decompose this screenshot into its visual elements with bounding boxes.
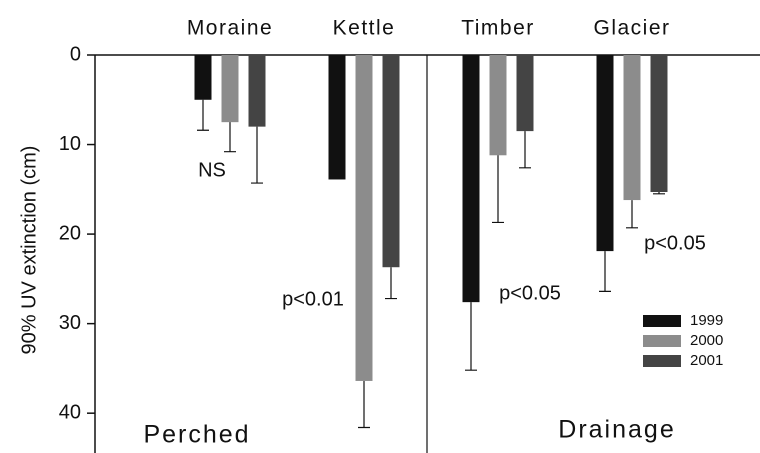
error-bar [626, 200, 638, 229]
bar [221, 55, 239, 123]
region-label: Drainage [558, 416, 675, 444]
y-tick-label: 30 [59, 312, 81, 334]
legend-label: 2000 [690, 332, 723, 349]
bar [382, 55, 400, 268]
error-bar [599, 251, 611, 292]
bar [462, 55, 480, 303]
annotation: p<0.05 [499, 282, 561, 304]
legend-swatch [643, 315, 681, 327]
annotation: p<0.01 [282, 288, 344, 310]
y-tick-label: 40 [59, 401, 81, 423]
category-label: Glacier [593, 17, 670, 40]
y-tick-label: 20 [59, 222, 81, 244]
error-bar [251, 126, 263, 184]
bar [623, 55, 641, 201]
annotation: NS [198, 159, 226, 181]
bar [248, 55, 266, 127]
error-bar [653, 192, 665, 195]
error-bar [224, 122, 236, 153]
bar [516, 55, 534, 132]
bar [355, 55, 373, 381]
y-axis-label: 90% UV extinction (cm) [18, 146, 40, 355]
error-bar [197, 99, 209, 131]
error-bar [358, 380, 370, 429]
legend-swatch [643, 355, 681, 367]
error-bar [519, 131, 531, 169]
category-label: Kettle [333, 17, 396, 40]
annotation: p<0.05 [644, 232, 706, 254]
legend-label: 1999 [690, 312, 723, 329]
error-bar [492, 155, 504, 224]
y-tick-label: 0 [70, 43, 81, 65]
bar [596, 55, 614, 252]
category-label: Moraine [187, 17, 273, 40]
y-tick-label: 10 [59, 133, 81, 155]
bar [489, 55, 507, 156]
bar [194, 55, 212, 100]
error-bar [465, 302, 477, 371]
legend-label: 2001 [690, 352, 723, 369]
error-bar [385, 267, 397, 300]
bar [650, 55, 668, 193]
category-label: Timber [461, 17, 535, 40]
legend-swatch [643, 335, 681, 347]
bar [328, 55, 346, 180]
region-label: Perched [143, 421, 250, 449]
